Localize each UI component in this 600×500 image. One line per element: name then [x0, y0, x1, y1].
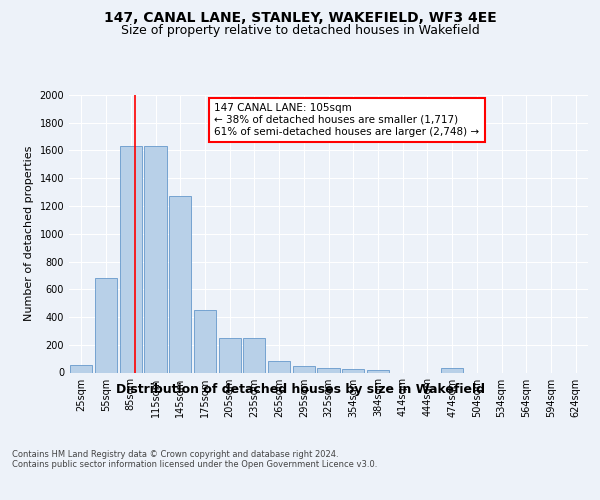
Bar — [441, 368, 463, 372]
Y-axis label: Number of detached properties: Number of detached properties — [24, 146, 34, 322]
Bar — [218, 338, 241, 372]
Text: Size of property relative to detached houses in Wakefield: Size of property relative to detached ho… — [121, 24, 479, 37]
Bar — [367, 370, 389, 372]
Bar — [145, 146, 167, 372]
Bar — [293, 366, 315, 372]
Bar — [169, 196, 191, 372]
Bar — [95, 278, 117, 372]
Bar — [342, 369, 364, 372]
Bar — [243, 338, 265, 372]
Text: Distribution of detached houses by size in Wakefield: Distribution of detached houses by size … — [115, 382, 485, 396]
Text: 147 CANAL LANE: 105sqm
← 38% of detached houses are smaller (1,717)
61% of semi-: 147 CANAL LANE: 105sqm ← 38% of detached… — [214, 104, 479, 136]
Text: 147, CANAL LANE, STANLEY, WAKEFIELD, WF3 4EE: 147, CANAL LANE, STANLEY, WAKEFIELD, WF3… — [104, 11, 496, 25]
Bar — [70, 365, 92, 372]
Text: Contains HM Land Registry data © Crown copyright and database right 2024.
Contai: Contains HM Land Registry data © Crown c… — [12, 450, 377, 469]
Bar — [317, 368, 340, 372]
Bar — [119, 146, 142, 372]
Bar — [268, 362, 290, 372]
Bar — [194, 310, 216, 372]
